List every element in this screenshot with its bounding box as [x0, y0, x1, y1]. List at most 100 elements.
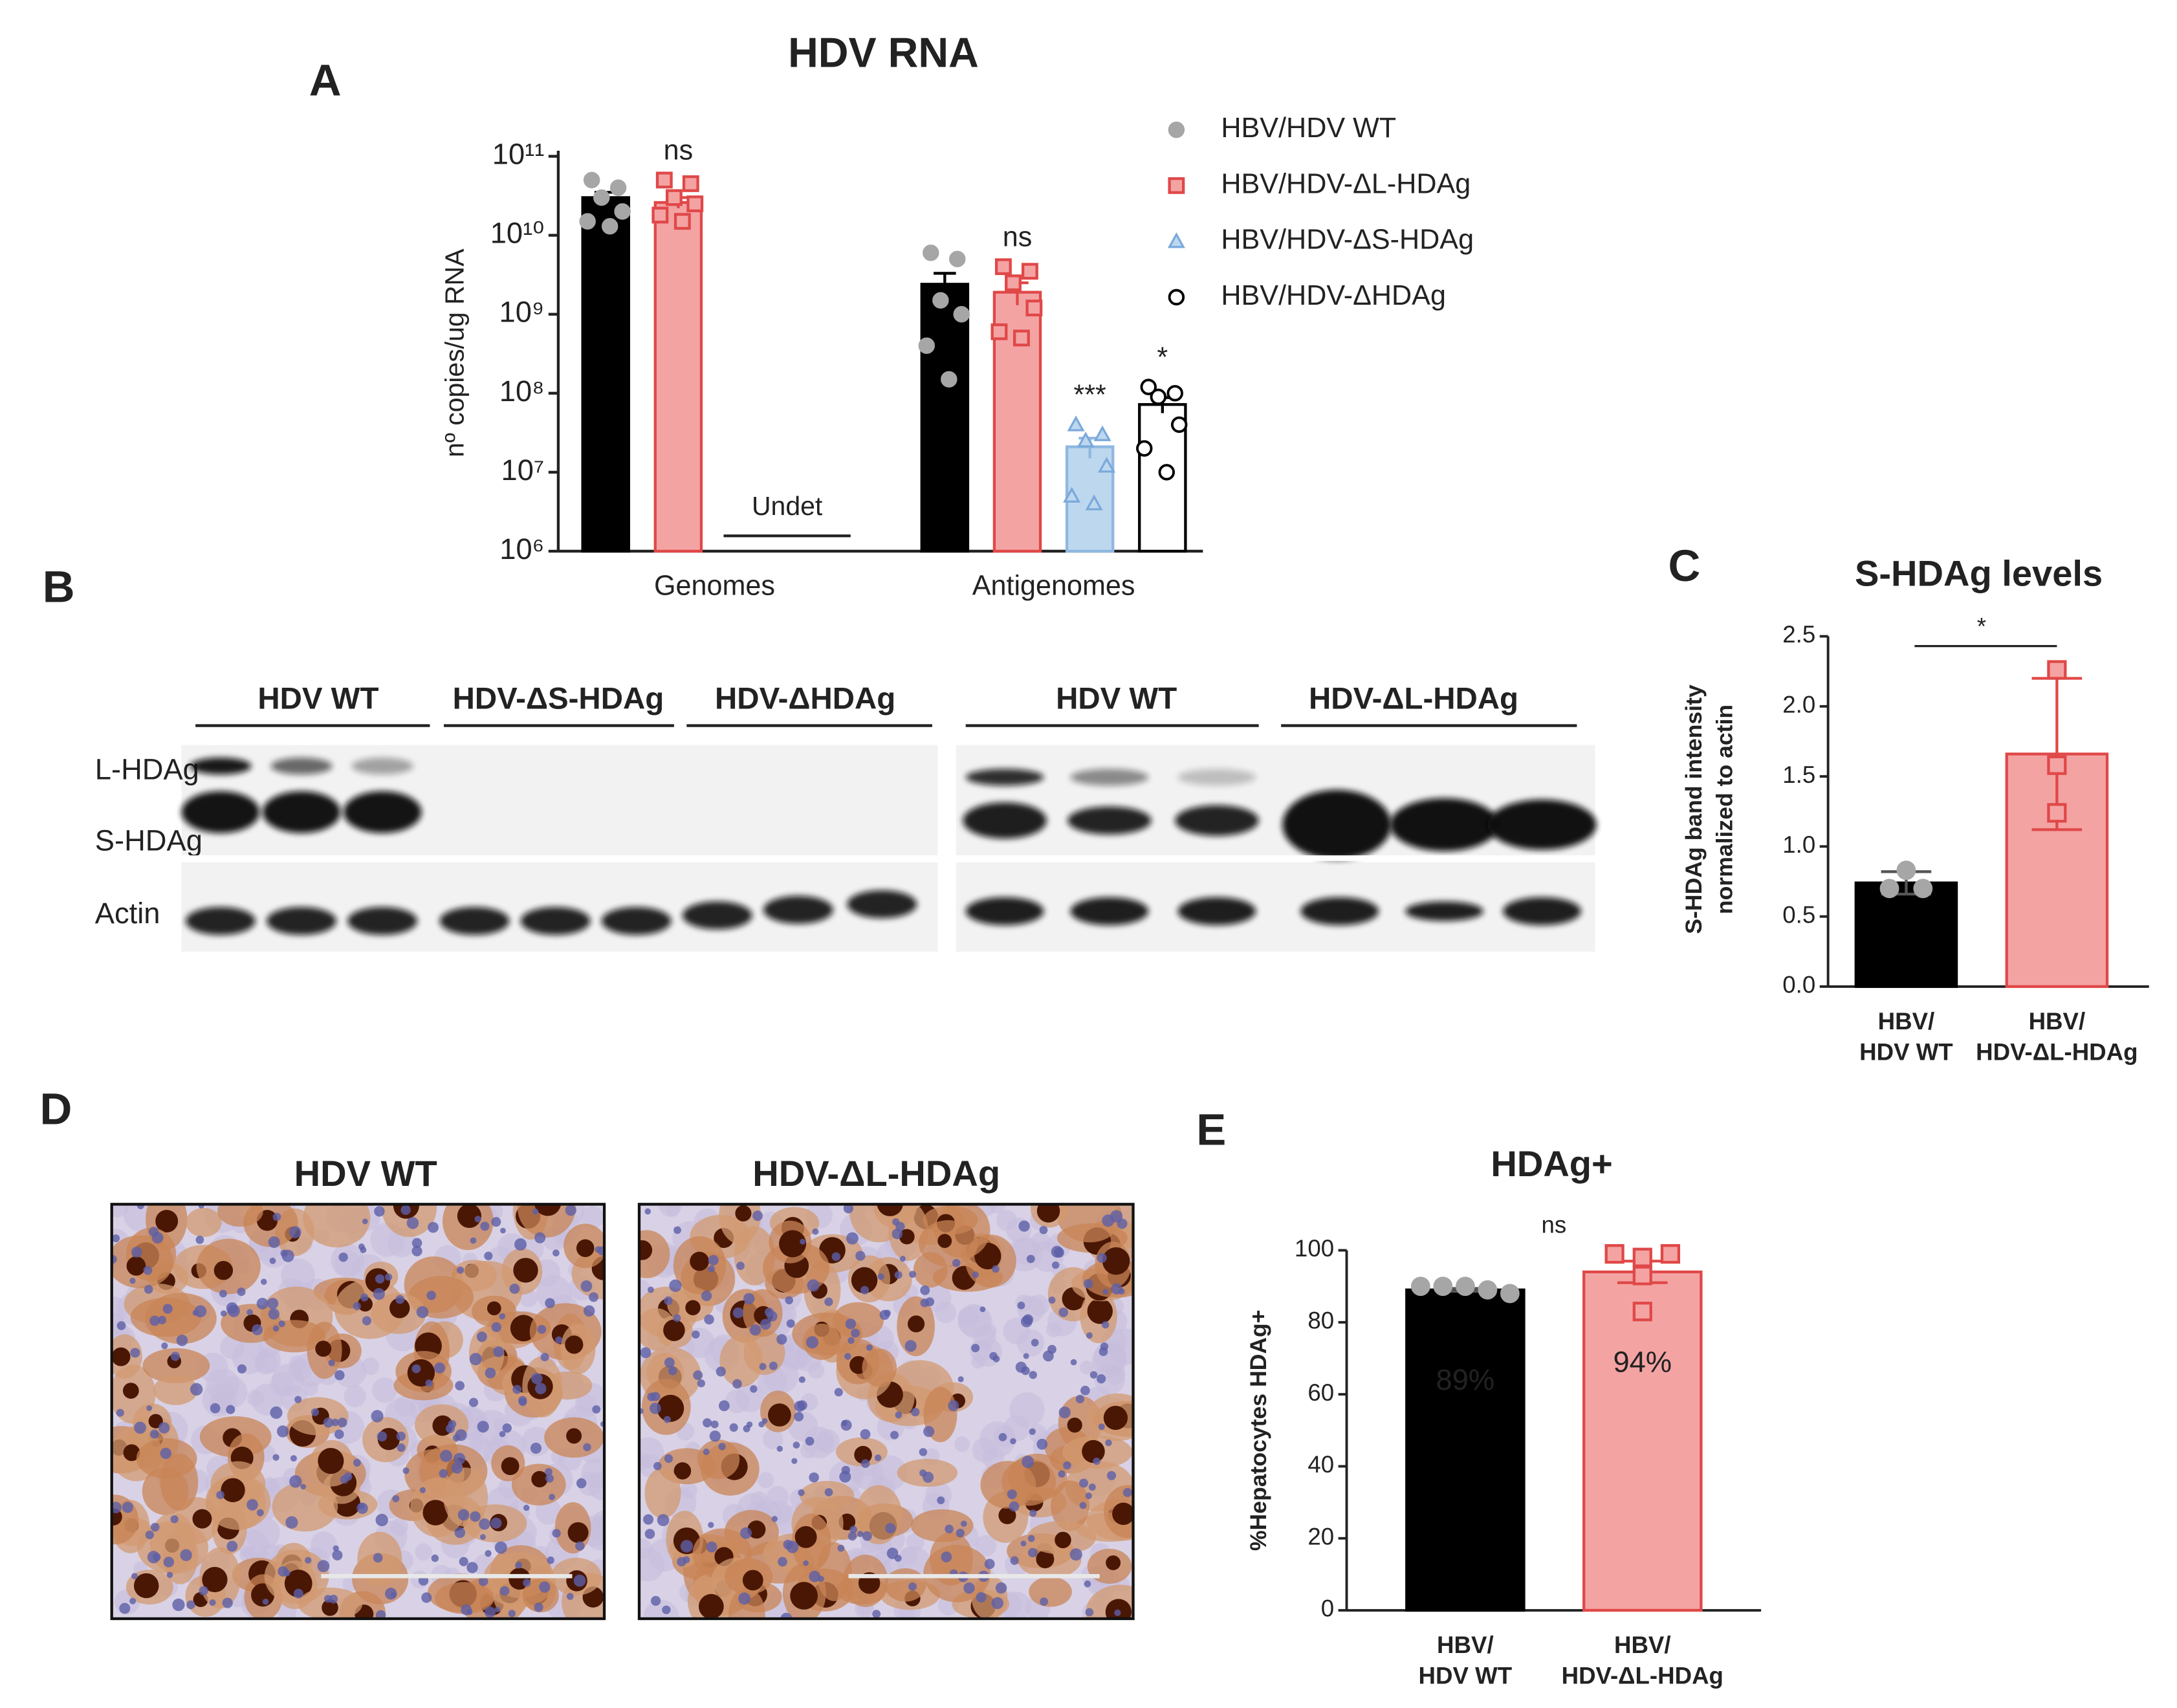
- blue-nucleus: [466, 1562, 478, 1573]
- value-label: 94%: [1613, 1345, 1672, 1378]
- blue-nucleus: [1097, 1253, 1107, 1263]
- blue-nucleus: [290, 1455, 297, 1462]
- y-tick-label: 100: [1295, 1235, 1334, 1262]
- blue-nucleus: [523, 1579, 531, 1587]
- blue-nucleus: [1080, 1385, 1090, 1396]
- blue-nucleus: [129, 1597, 137, 1604]
- blue-nucleus: [668, 1366, 677, 1375]
- blot-band: [965, 769, 1044, 786]
- blue-nucleus: [454, 1527, 466, 1538]
- blue-nucleus: [653, 1462, 662, 1471]
- blue-nucleus: [948, 1400, 959, 1412]
- blue-nucleus: [849, 1526, 858, 1534]
- blue-nucleus: [439, 1469, 448, 1478]
- y-tick-label: 1.0: [1782, 831, 1815, 858]
- blot-band: [847, 890, 917, 919]
- blue-nucleus: [1106, 1471, 1117, 1480]
- legend-label: HBV/HDV-ΔS-HDAg: [1221, 224, 1474, 256]
- data-point: [1632, 1302, 1652, 1322]
- data-point: [579, 213, 596, 230]
- scale-bar: [848, 1573, 1100, 1579]
- blue-nucleus: [758, 1421, 765, 1428]
- data-point: [1085, 494, 1103, 510]
- blue-nucleus: [1088, 1484, 1096, 1491]
- legend-label: HBV/HDV WT: [1221, 113, 1396, 144]
- blue-nucleus: [798, 1376, 805, 1383]
- blue-nucleus: [176, 1334, 188, 1346]
- chart-e: HDAg+ %Hepatocytes HDAg+ 0 20 40 60 80 100 89% HB…: [1245, 1143, 1762, 1689]
- y-tick-label: 10⁷: [501, 454, 545, 487]
- hepatocyte: [644, 1467, 681, 1518]
- blue-nucleus: [508, 1610, 516, 1617]
- blue-nucleus: [324, 1595, 333, 1603]
- blot-band: [1300, 897, 1379, 925]
- blot-group-label: HDV-ΔS-HDAg: [453, 681, 664, 716]
- blue-nucleus: [1086, 1332, 1093, 1339]
- blue-nucleus: [272, 1325, 279, 1332]
- blue-nucleus: [158, 1422, 170, 1434]
- hepatocyte: [719, 1335, 763, 1387]
- blue-nucleus: [131, 1247, 142, 1258]
- blue-nucleus: [809, 1472, 819, 1483]
- blue-nucleus: [697, 1379, 705, 1388]
- blue-nucleus: [1029, 1509, 1037, 1517]
- stained-nucleus: [513, 1258, 538, 1283]
- blue-nucleus: [317, 1560, 330, 1573]
- blue-nucleus: [402, 1467, 410, 1474]
- blue-nucleus: [1098, 1423, 1105, 1430]
- data-point: [953, 305, 970, 323]
- blue-nucleus: [647, 1286, 654, 1293]
- blue-nucleus: [502, 1423, 512, 1433]
- blue-nucleus: [272, 1454, 279, 1461]
- blue-nucleus: [1029, 1428, 1036, 1435]
- data-point: [673, 213, 691, 230]
- data-point: [941, 371, 957, 388]
- blue-nucleus: [493, 1346, 504, 1357]
- blue-nucleus: [895, 1411, 903, 1419]
- blue-nucleus: [479, 1518, 490, 1530]
- blue-nucleus: [956, 1528, 965, 1538]
- data-point: [1478, 1280, 1498, 1300]
- blue-nucleus: [845, 1319, 857, 1330]
- bar: [581, 196, 630, 553]
- bar: [1582, 1270, 1703, 1612]
- data-point: [1158, 464, 1176, 481]
- blue-nucleus: [532, 1208, 539, 1215]
- tissue: [639, 1204, 1133, 1619]
- blue-nucleus: [1040, 1597, 1049, 1606]
- blue-nucleus: [1048, 1297, 1056, 1304]
- tissue-texture: [639, 1452, 651, 1471]
- blue-nucleus: [545, 1474, 554, 1483]
- y-axis-label: normalized to actin: [1712, 705, 1738, 914]
- blue-nucleus: [1101, 1320, 1110, 1329]
- blue-nucleus: [145, 1530, 154, 1540]
- blot-band: [190, 758, 252, 775]
- blue-nucleus: [780, 1612, 793, 1619]
- blue-nucleus: [390, 1592, 397, 1598]
- blot-band: [965, 897, 1044, 925]
- stained-nucleus: [213, 1261, 234, 1280]
- blue-nucleus: [960, 1520, 967, 1527]
- blue-nucleus: [289, 1226, 301, 1239]
- data-point: [1077, 432, 1095, 448]
- blue-nucleus: [227, 1304, 240, 1317]
- blue-nucleus: [1085, 1492, 1092, 1500]
- blot-band: [601, 906, 672, 936]
- blue-nucleus: [210, 1403, 221, 1414]
- stained-nucleus: [877, 1204, 903, 1216]
- data-point: [1632, 1247, 1652, 1267]
- stained-nucleus: [284, 1570, 312, 1597]
- blue-nucleus: [332, 1549, 343, 1560]
- blue-nucleus: [469, 1353, 482, 1366]
- blue-nucleus: [794, 1412, 804, 1421]
- stained-nucleus: [576, 1239, 595, 1258]
- stained-nucleus: [318, 1447, 344, 1474]
- blot-band: [1390, 798, 1499, 851]
- blue-nucleus: [134, 1421, 146, 1434]
- blue-nucleus: [440, 1450, 452, 1462]
- blue-nucleus: [470, 1511, 481, 1522]
- data-point: [609, 179, 627, 196]
- blue-nucleus: [1039, 1225, 1048, 1234]
- blue-nucleus: [979, 1306, 986, 1313]
- blue-nucleus: [680, 1540, 694, 1553]
